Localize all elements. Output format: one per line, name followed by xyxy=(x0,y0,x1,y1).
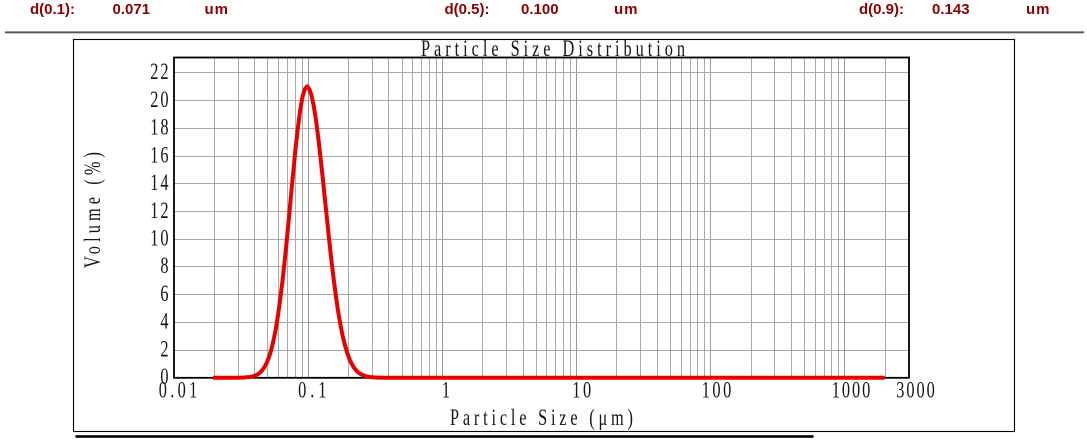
svg-text:d(0.1):: d(0.1): xyxy=(30,1,75,18)
svg-text:0: 0 xyxy=(160,364,168,389)
svg-text:0.01: 0.01 xyxy=(159,378,198,403)
svg-text:d(0.9):: d(0.9): xyxy=(859,1,904,18)
svg-text:4: 4 xyxy=(160,309,168,334)
svg-text:2: 2 xyxy=(160,337,168,362)
svg-text:d(0.5):: d(0.5): xyxy=(445,1,490,18)
svg-text:um: um xyxy=(1026,1,1051,18)
svg-text:1: 1 xyxy=(442,378,450,403)
svg-text:8: 8 xyxy=(160,254,168,279)
svg-text:0.071: 0.071 xyxy=(113,1,151,18)
svg-text:0.1: 0.1 xyxy=(298,378,326,403)
svg-text:Particle Size (μm): Particle Size (μm) xyxy=(450,405,633,430)
svg-text:0.100: 0.100 xyxy=(521,1,559,18)
svg-text:100: 100 xyxy=(702,378,731,403)
svg-text:0.143: 0.143 xyxy=(932,1,970,18)
svg-text:6: 6 xyxy=(160,281,168,306)
svg-text:um: um xyxy=(205,1,230,18)
svg-text:Volume (%): Volume (%) xyxy=(80,152,105,268)
svg-text:um: um xyxy=(614,1,639,18)
